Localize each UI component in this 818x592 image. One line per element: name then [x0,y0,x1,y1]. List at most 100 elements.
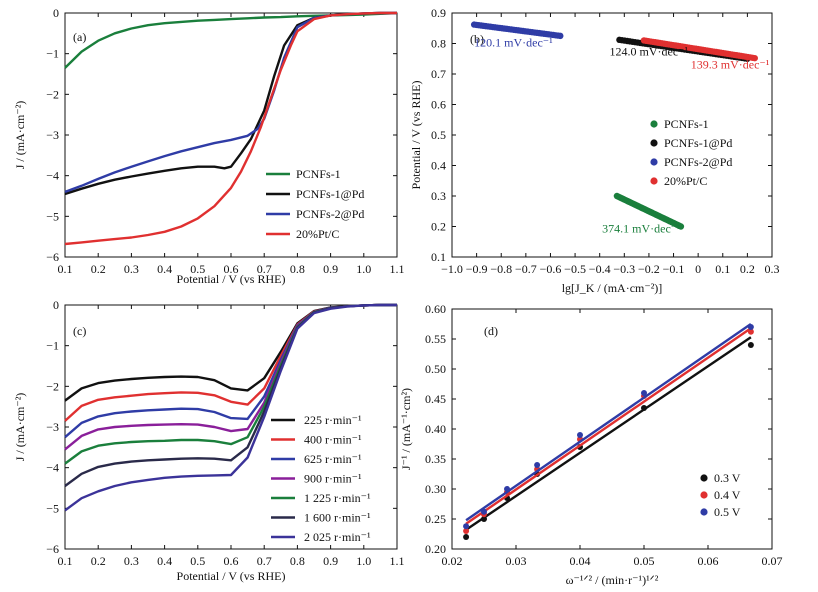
legend-label: 900 r·min⁻¹ [304,472,362,486]
x-tick-label: −0.5 [564,262,586,276]
y-axis-label: J / (mA·cm⁻²) [13,101,27,170]
x-tick-label: 0.9 [323,262,338,276]
legend-label: PCNFs-1@Pd [664,136,732,150]
y-tick-label: 0.45 [425,392,446,406]
x-tick-label: −0.1 [663,262,685,276]
data-point [504,486,511,492]
x-tick-label: 0.6 [224,554,239,568]
y-tick-label: −4 [46,461,59,475]
legend-label: PCNFs-1 [664,117,709,131]
y-tick-label: −6 [46,542,59,556]
legend-label: 0.4 V [714,488,741,502]
x-tick-label: 0.2 [91,554,106,568]
x-tick-label: 0.6 [224,262,239,276]
slope-annotation: 124.0 mV·dec⁻¹ [610,45,689,59]
legend-label: 0.5 V [714,505,741,519]
x-tick-label: 0.5 [190,554,205,568]
legend-label: 2 025 r·min⁻¹ [304,530,371,544]
x-tick-label: 0.4 [157,262,172,276]
y-tick-label: −6 [46,250,59,264]
y-tick-label: 0.5 [431,128,446,142]
legend-label: 20%Pt/C [296,227,339,241]
x-tick-label: 0.1 [58,262,73,276]
legend-label: PCNFs-1@Pd [296,187,364,201]
fit-line [465,336,752,531]
y-tick-label: 0.3 [431,189,446,203]
x-tick-label: 0.7 [257,554,272,568]
x-tick-label: −0.2 [638,262,660,276]
x-tick-label: 0.3 [124,262,139,276]
data-point [747,324,754,330]
legend-swatch [700,474,708,482]
legend-swatch [700,491,708,499]
legend-label: 225 r·min⁻¹ [304,413,362,427]
legend-label: PCNFs-2@Pd [296,207,364,221]
x-tick-label: 0.06 [698,554,719,568]
data-point [641,390,647,396]
panel-c-chart: 0.1 0.2 0.3 0.4 0.5 0.6 0.7 0.8 0.9 1.0 1.1 0 −1 −2 −3… [13,298,405,583]
series-line [64,303,397,422]
series-line [64,303,397,512]
panel-label: (a) [73,30,86,44]
x-axis-label: lg[J_K / (mA·cm⁻²)] [562,281,663,295]
x-tick-label: 0.8 [290,554,305,568]
x-axis-label: Potential / V (vs RHE) [177,569,286,583]
y-tick-label: −2 [46,87,59,101]
x-tick-label: −1.0 [441,262,463,276]
y-tick-label: 0.35 [425,452,446,466]
legend-label: PCNFs-1 [296,167,341,181]
legend-label: 1 600 r·min⁻¹ [304,511,371,525]
slope-annotation: 139.3 mV·dec⁻¹ [691,58,770,72]
y-axis-label: J⁻¹ / (mA⁻¹·cm²) [399,388,413,470]
legend-label: 625 r·min⁻¹ [304,452,362,466]
y-tick-label: 0 [53,298,59,312]
x-tick-label: 1.1 [390,554,405,568]
x-tick-label: 0.9 [323,554,338,568]
legend: 225 r·min⁻¹ 400 r·min⁻¹ 625 r·min⁻¹ 900 r·m… [271,413,371,544]
fit-line [465,327,752,525]
data-point [463,523,470,530]
legend: PCNFs-1 PCNFs-1@Pd PCNFs-2@Pd 20%Pt/C [266,167,364,241]
y-axis-label: Potential / V (vs RHE) [409,81,423,190]
x-tick-label: 0.8 [290,262,305,276]
y-tick-label: 0.60 [425,302,446,316]
y-tick-label: 0.40 [425,422,446,436]
data-point [641,405,647,411]
y-tick-label: 0.6 [431,98,446,112]
y-tick-label: −1 [46,47,59,61]
data-point [534,462,541,468]
series-line [64,303,397,451]
y-tick-label: 0.25 [425,512,446,526]
x-tick-label: 0 [695,262,701,276]
x-tick-label: 0.03 [506,554,527,568]
x-tick-label: 0.3 [765,262,780,276]
x-tick-label: −0.6 [540,262,562,276]
data-point [557,32,564,40]
x-axis-label: ω⁻¹ᐟ² / (min·r⁻¹)¹ᐟ² [566,573,659,587]
y-tick-label: −3 [46,128,59,142]
y-tick-label: 0 [53,6,59,20]
data-point [677,223,685,230]
legend-label: 400 r·min⁻¹ [304,433,362,447]
series-line [64,11,398,69]
panel-label: (b) [470,32,484,46]
legend: 0.3 V 0.4 V 0.5 V [700,471,741,519]
data-point [463,534,470,540]
x-tick-label: −0.4 [589,262,611,276]
x-tick-label: 0.1 [715,262,730,276]
y-tick-label: 0.1 [431,250,446,264]
x-tick-label: 0.2 [740,262,755,276]
legend-swatch [650,177,658,185]
y-tick-label: 0.9 [431,6,446,20]
x-tick-label: 0.5 [190,262,205,276]
panel-d-chart: 0.02 0.03 0.04 0.05 0.06 0.07 0.20 0.25 0.30 0.35… [399,302,783,587]
x-tick-label: 1.1 [390,262,405,276]
y-tick-label: 0.50 [425,362,446,376]
panel-b-chart: −1.0 −0.9 −0.8 −0.7 −0.6 −0.5 −0.4 −0.3 −0.2 −0.1… [409,6,780,295]
series-line [64,303,397,402]
x-tick-label: 0.3 [124,554,139,568]
legend-label: 1 225 r·min⁻¹ [304,491,371,505]
y-tick-label: 0.8 [431,37,446,51]
legend-swatch [700,508,708,516]
x-tick-label: 1.0 [356,262,371,276]
